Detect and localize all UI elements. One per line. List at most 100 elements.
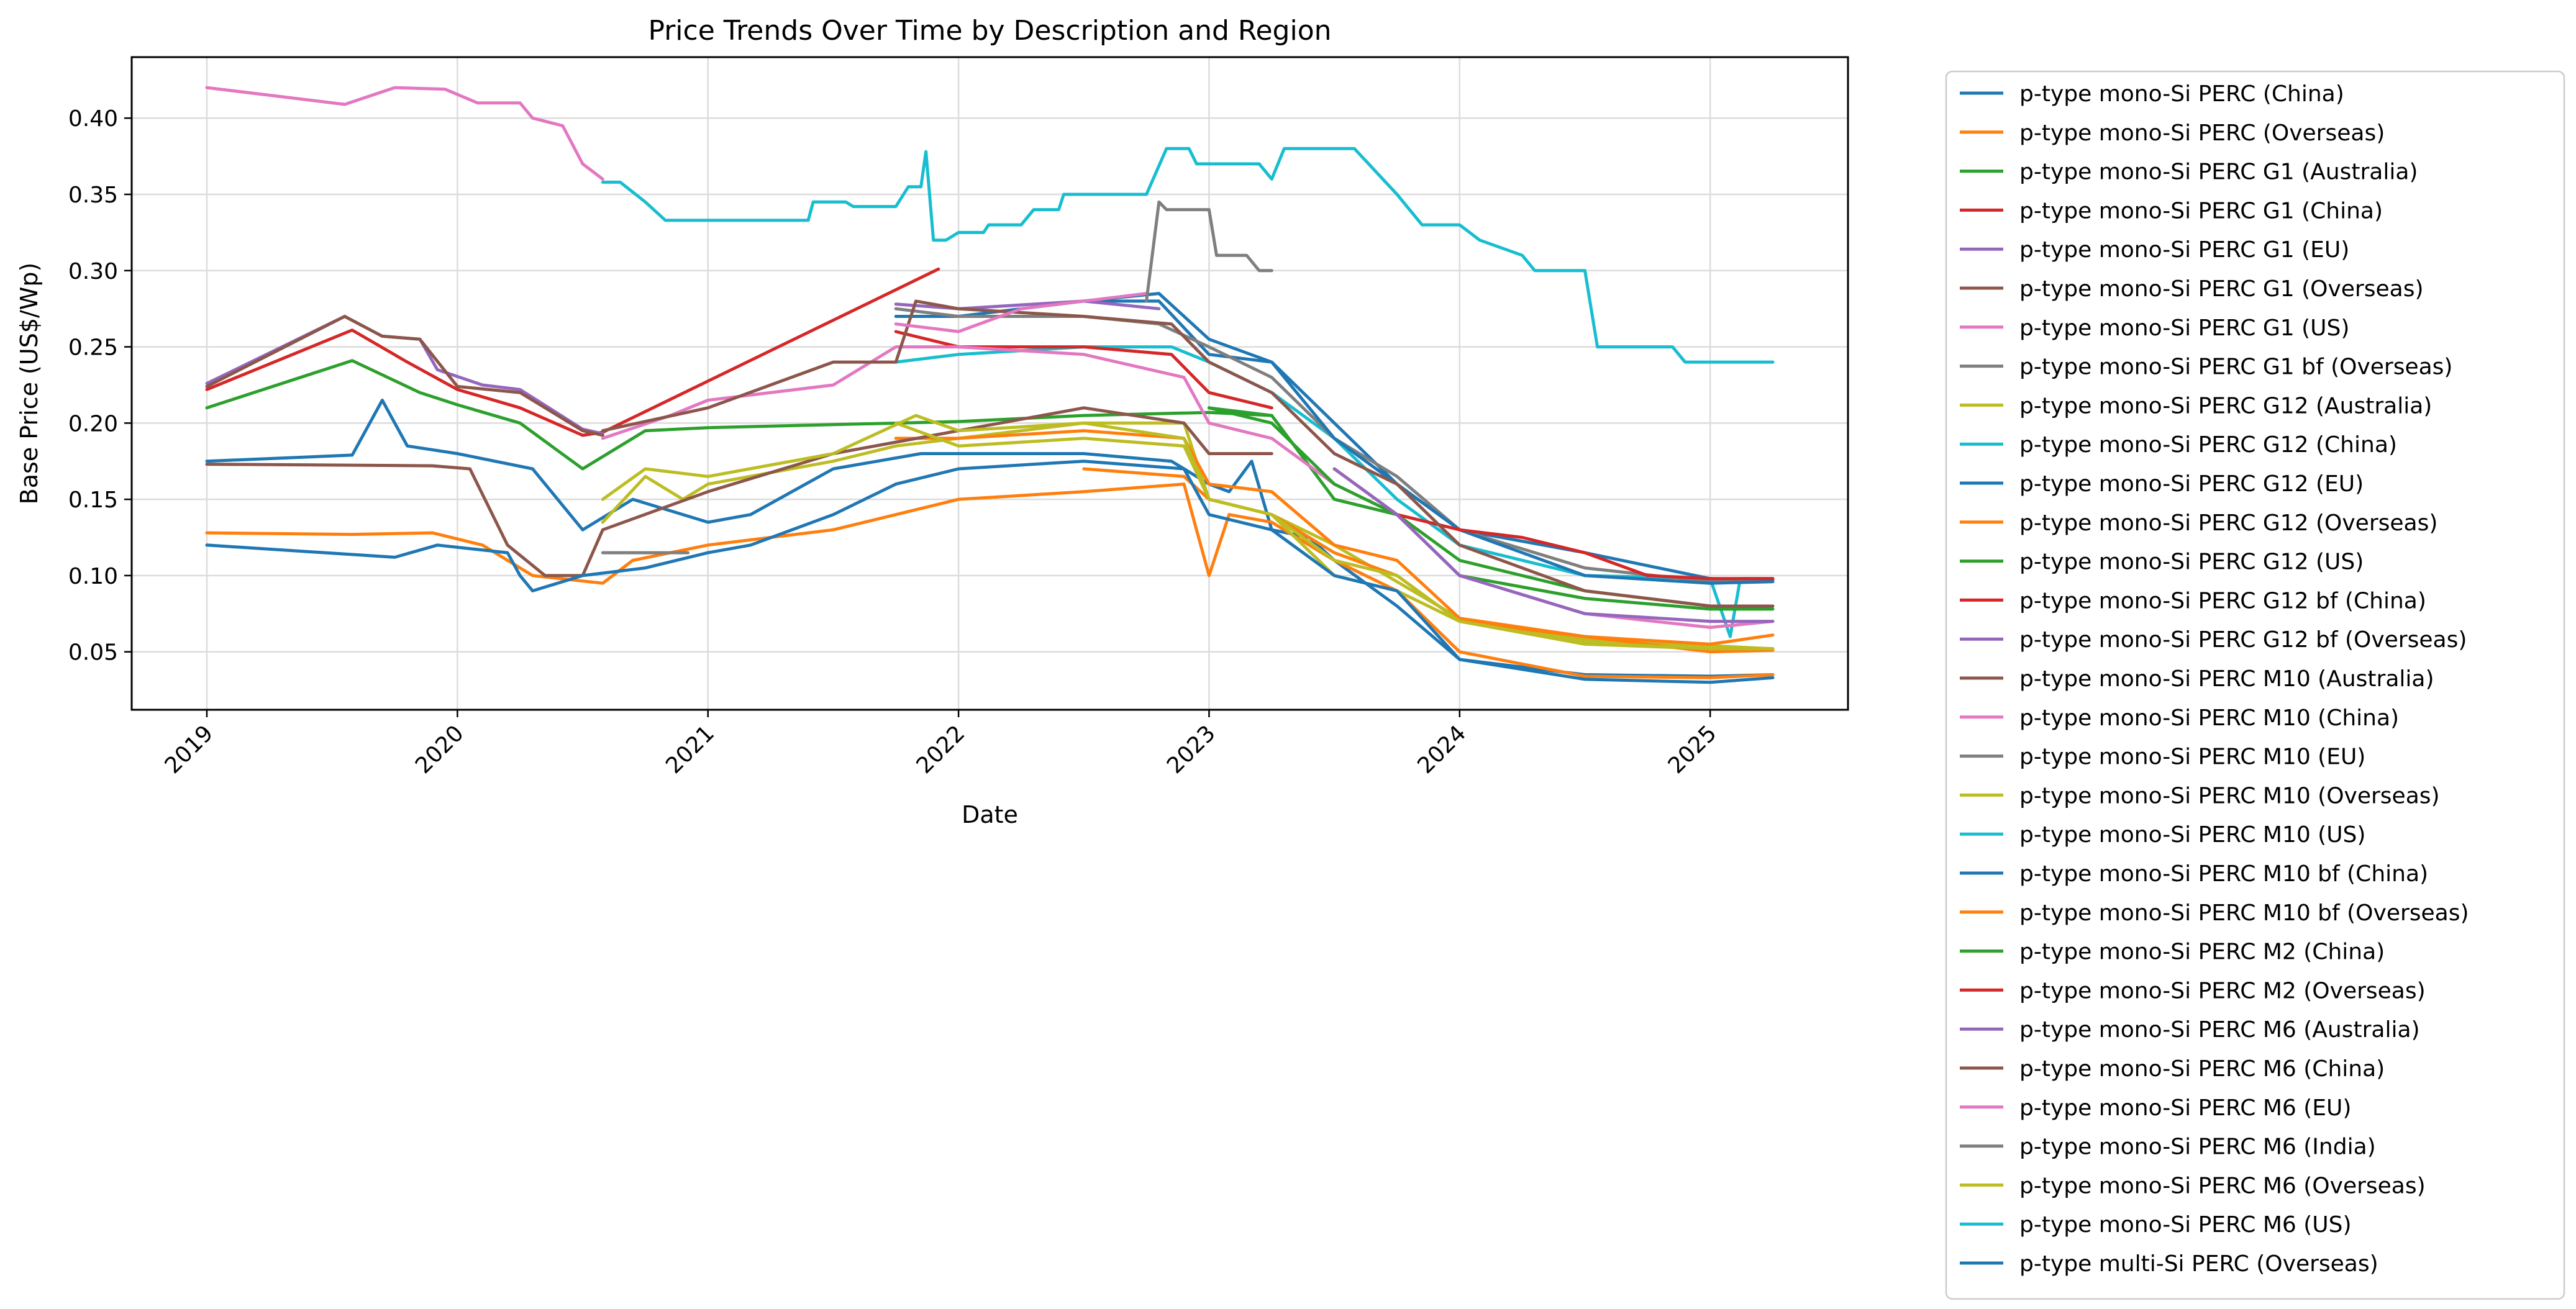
legend-label: p-type mono-Si PERC M6 (Australia) [2019,1017,2420,1043]
x-tick-label: 2021 [661,720,719,779]
x-tick-label: 2025 [1663,720,1722,779]
legend-entry: p-type mono-Si PERC G1 (EU) [1960,237,2349,263]
y-tick-label: 0.05 [68,640,118,666]
y-tick-label: 0.30 [68,259,118,284]
legend-entry: p-type mono-Si PERC M6 (China) [1960,1056,2385,1082]
legend-entry: p-type mono-Si PERC M10 (US) [1960,822,2365,848]
legend-label: p-type mono-Si PERC G12 (Australia) [2019,393,2432,419]
series-line-6 [205,315,604,437]
legend-entry: p-type mono-Si PERC G1 bf (Overseas) [1960,355,2452,380]
legend-label: p-type mono-Si PERC G12 (Overseas) [2019,510,2437,536]
legend-entry: p-type mono-Si PERC G12 (Overseas) [1960,510,2437,536]
legend-entry: p-type mono-Si PERC M10 (China) [1960,705,2399,731]
series-line-1 [205,399,1775,678]
series-line-20 [1145,147,1775,364]
series-line-24 [1332,467,1775,581]
legend-label: p-type mono-Si PERC G12 (China) [2019,432,2397,458]
legend-entry: p-type mono-Si PERC G12 (China) [1960,432,2397,458]
y-axis-label: Base Price (US$/Wp) [16,263,43,505]
series-line-31 [205,460,1775,684]
series-line-16 [205,406,1273,578]
legend-entry: p-type mono-Si PERC (China) [1960,81,2344,107]
legend-label: p-type mono-Si PERC M6 (India) [2019,1135,2376,1160]
series-line-4 [205,267,940,437]
legend-entry: p-type mono-Si PERC G1 (Australia) [1960,160,2418,185]
x-tick-label: 2020 [411,720,469,779]
legend-entry: p-type mono-Si PERC G12 bf (Overseas) [1960,627,2467,653]
x-axis-label: Date [962,801,1018,828]
series-line-26 [601,299,1775,608]
x-tick-label: 2023 [1162,720,1221,779]
series-line-21 [1082,292,1775,585]
series-line-12 [894,429,1775,646]
legend-entry: p-type mono-Si PERC M10 bf (China) [1960,861,2428,887]
series-line-17 [601,345,1775,629]
legend-entry: p-type mono-Si PERC M10 (Overseas) [1960,783,2440,808]
legend-label: p-type mono-Si PERC M10 bf (China) [2019,861,2428,887]
legend-entry: p-type mono-Si PERC G12 (EU) [1960,471,2364,497]
legend: p-type mono-Si PERC (China) p-type mono-S… [1945,70,2565,1300]
legend-label: p-type mono-Si PERC (Overseas) [2019,120,2385,146]
legend-entry: p-type mono-Si PERC G1 (US) [1960,315,2349,341]
series-line-29 [601,414,1775,651]
series-line-10 [894,345,1775,638]
legend-entry: p-type mono-Si PERC M6 (EU) [1960,1095,2351,1121]
legend-entry: p-type mono-Si PERC G12 bf (China) [1960,588,2426,614]
x-tick-label: 2024 [1413,720,1471,779]
y-axis-ticks: 0.05 0.10 0.15 0.20 0.25 0.30 0.35 0.40 [68,106,132,666]
y-tick-label: 0.25 [68,335,118,361]
x-tick-label: 2022 [912,720,970,779]
y-tick-label: 0.35 [68,183,118,208]
legend-entry: p-type mono-Si PERC G12 (US) [1960,550,2364,575]
series-line-3 [205,359,1273,471]
series-line-25 [1332,467,1775,623]
legend-label: p-type mono-Si PERC M10 (Australia) [2019,666,2434,692]
legend-label: p-type mono-Si PERC G12 (US) [2019,550,2364,575]
legend-label: p-type mono-Si PERC G1 bf (Overseas) [2019,355,2452,380]
legend-entry: p-type mono-Si PERC M2 (China) [1960,940,2385,965]
y-tick-label: 0.40 [68,106,118,132]
y-tick-label: 0.20 [68,411,118,437]
legend-label: p-type mono-Si PERC M10 (China) [2019,705,2399,731]
series-line-19 [894,421,1775,651]
legend-label: p-type mono-Si PERC G12 bf (China) [2019,588,2426,614]
legend-entry: p-type mono-Si PERC M6 (US) [1960,1212,2352,1238]
legend-label: p-type mono-Si PERC M10 (US) [2019,822,2365,848]
legend-entry: p-type mono-Si PERC M2 (Overseas) [1960,978,2426,1003]
legend-entry: p-type mono-Si PERC M10 (EU) [1960,745,2365,770]
legend-label: p-type mono-Si PERC G1 (Overseas) [2019,276,2424,302]
legend-entry: p-type mono-Si PERC G1 (China) [1960,198,2383,224]
x-tick-label: 2019 [160,720,219,779]
legend-entry: p-type mono-Si PERC M10 (Australia) [1960,666,2434,692]
legend-label: p-type mono-Si PERC M2 (Overseas) [2019,978,2426,1003]
series-line-7 [205,86,604,181]
series-line-28 [1145,200,1273,303]
legend-label: p-type mono-Si PERC M10 (EU) [2019,745,2365,770]
legend-label: p-type multi-Si PERC (Overseas) [2019,1251,2378,1277]
y-tick-label: 0.15 [68,487,118,513]
legend-entry: p-type mono-Si PERC M6 (Australia) [1960,1017,2420,1043]
series-line-30 [601,150,1149,242]
legend-label: p-type mono-Si PERC G1 (Australia) [2019,160,2418,185]
legend-box [1945,70,2565,1300]
legend-label: p-type mono-Si PERC G1 (US) [2019,315,2349,341]
legend-label: p-type mono-Si PERC M10 bf (Overseas) [2019,900,2469,926]
legend-label: p-type mono-Si PERC M6 (China) [2019,1056,2385,1082]
chart-title: Price Trends Over Time by Description an… [648,15,1331,47]
legend-label: p-type mono-Si PERC (China) [2019,81,2344,107]
legend-label: p-type mono-Si PERC G12 bf (Overseas) [2019,627,2467,653]
series-lines [205,86,1775,684]
legend-entry: p-type mono-Si PERC (Overseas) [1960,120,2385,146]
x-axis-ticks: 2019 2020 2021 2022 2023 2024 2025 [160,710,1722,779]
legend-entry: p-type mono-Si PERC M6 (Overseas) [1960,1173,2426,1198]
grid [132,57,1848,710]
series-line-2 [205,482,1775,679]
legend-label: p-type mono-Si PERC M10 (Overseas) [2019,783,2440,808]
legend-label: p-type mono-Si PERC M2 (China) [2019,940,2385,965]
plot-frame [130,56,1849,711]
legend-label: p-type mono-Si PERC M6 (US) [2019,1212,2352,1238]
legend-label: p-type mono-Si PERC G12 (EU) [2019,471,2364,497]
series-line-5 [205,315,604,435]
